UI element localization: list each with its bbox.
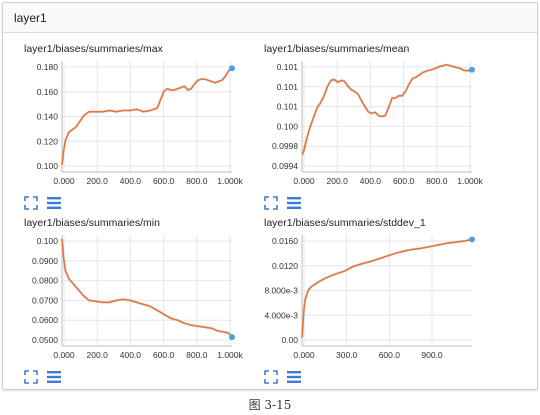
chart-actions-min bbox=[24, 370, 61, 384]
y-tick-label: 0.0800 bbox=[32, 276, 58, 286]
y-tick-label: 0.0160 bbox=[272, 236, 298, 246]
x-tick-label: 200.0 bbox=[87, 350, 109, 360]
y-tick-label: 0.0900 bbox=[32, 256, 58, 266]
chart-title-mean: layer1/biases/summaries/mean bbox=[264, 43, 410, 55]
fit-domain-icon[interactable] bbox=[264, 196, 278, 210]
x-tick-label: 600.0 bbox=[153, 350, 175, 360]
x-tick-label: 0.000 bbox=[53, 176, 75, 186]
x-tick-label: 400.0 bbox=[120, 176, 142, 186]
x-tick-label: 600.0 bbox=[153, 176, 175, 186]
data-menu-icon[interactable] bbox=[47, 196, 61, 210]
x-tick-label: 600.0 bbox=[393, 176, 415, 186]
chart-max[interactable]: 0.100 0.120 0.140 0.160 0.180 0.000 200.0 400.0… bbox=[24, 57, 280, 195]
y-tick-label: 0.160 bbox=[37, 87, 59, 97]
x-tick-label: 400.0 bbox=[360, 176, 382, 186]
fit-domain-icon[interactable] bbox=[264, 370, 278, 384]
chart-card-stddev: layer1/biases/summaries/stddev_1 0.00 4.0… bbox=[264, 217, 520, 385]
chart-title-stddev: layer1/biases/summaries/stddev_1 bbox=[264, 217, 426, 229]
x-tick-label: 900.0 bbox=[421, 350, 443, 360]
panel-title: layer1 bbox=[14, 10, 47, 25]
chart-stddev[interactable]: 0.00 4.000e-3 8.000e-3 0.0120 0.0160 0.000 300… bbox=[264, 231, 520, 369]
last-point-marker bbox=[229, 65, 235, 72]
y-tick-label: 0.140 bbox=[37, 112, 59, 122]
y-tick-label: 0.0600 bbox=[32, 315, 58, 325]
panel-header[interactable]: layer1 bbox=[3, 3, 537, 33]
last-point-marker bbox=[469, 66, 475, 73]
chart-min[interactable]: 0.0500 0.0600 0.0700 0.0800 0.0900 0.100 0.000… bbox=[24, 231, 280, 369]
x-tick-label: 0.000 bbox=[53, 350, 75, 360]
series-line bbox=[301, 238, 473, 338]
data-menu-icon[interactable] bbox=[47, 370, 61, 384]
chart-actions-stddev bbox=[264, 370, 301, 384]
x-tick-label: 1.000k bbox=[217, 350, 243, 360]
y-tick-label: 4.000e-3 bbox=[264, 310, 298, 320]
x-tick-label: 0.000 bbox=[293, 176, 315, 186]
y-tick-label: 0.0994 bbox=[272, 161, 298, 171]
x-tick-label: 0.000 bbox=[293, 350, 315, 360]
series-line bbox=[61, 238, 233, 338]
chart-title-max: layer1/biases/summaries/max bbox=[24, 43, 163, 55]
chart-actions-mean bbox=[264, 196, 301, 210]
last-point-marker bbox=[469, 236, 475, 243]
chart-title-min: layer1/biases/summaries/min bbox=[24, 217, 160, 229]
series-line bbox=[61, 67, 233, 165]
chart-card-max: layer1/biases/summaries/max 0.100 0.120 0.… bbox=[24, 43, 280, 211]
x-tick-label: 800.0 bbox=[426, 176, 448, 186]
x-tick-label: 1.000k bbox=[217, 176, 243, 186]
y-tick-label: 0.00 bbox=[281, 335, 298, 345]
y-tick-label: 0.101 bbox=[277, 62, 299, 72]
chart-card-min: layer1/biases/summaries/min 0.0500 0.0600… bbox=[24, 217, 280, 385]
y-tick-label: 0.101 bbox=[277, 82, 299, 92]
raw-series-line bbox=[300, 238, 473, 338]
y-tick-label: 0.0500 bbox=[32, 335, 58, 345]
x-tick-label: 300.0 bbox=[336, 350, 358, 360]
y-tick-label: 0.100 bbox=[37, 161, 59, 171]
y-tick-label: 8.000e-3 bbox=[264, 286, 298, 296]
series-line bbox=[301, 63, 473, 156]
y-tick-label: 0.101 bbox=[277, 102, 299, 112]
figure-caption: 图 3-15 bbox=[248, 398, 292, 412]
y-tick-label: 0.0998 bbox=[272, 141, 298, 151]
fit-domain-icon[interactable] bbox=[24, 370, 38, 384]
x-tick-label: 400.0 bbox=[120, 350, 142, 360]
x-tick-label: 800.0 bbox=[186, 350, 208, 360]
y-tick-label: 0.120 bbox=[37, 136, 59, 146]
raw-series-line bbox=[60, 238, 233, 338]
y-tick-label: 0.0700 bbox=[32, 295, 58, 305]
chart-card-mean: layer1/biases/summaries/mean 0.0994 0.099… bbox=[264, 43, 520, 211]
x-tick-label: 600.0 bbox=[379, 350, 401, 360]
y-tick-label: 0.100 bbox=[277, 121, 299, 131]
data-menu-icon[interactable] bbox=[287, 196, 301, 210]
x-tick-label: 800.0 bbox=[186, 176, 208, 186]
x-tick-label: 1.000k bbox=[457, 176, 483, 186]
y-tick-label: 0.0120 bbox=[272, 261, 298, 271]
last-point-marker bbox=[229, 334, 235, 341]
chart-actions-max bbox=[24, 196, 61, 210]
data-menu-icon[interactable] bbox=[287, 370, 301, 384]
x-tick-label: 200.0 bbox=[87, 176, 109, 186]
x-tick-label: 200.0 bbox=[327, 176, 349, 186]
chart-mean[interactable]: 0.0994 0.0998 0.100 0.101 0.101 0.101 0.000 200… bbox=[264, 57, 520, 195]
fit-domain-icon[interactable] bbox=[24, 196, 38, 210]
y-tick-label: 0.100 bbox=[37, 236, 59, 246]
y-tick-label: 0.180 bbox=[37, 62, 59, 72]
